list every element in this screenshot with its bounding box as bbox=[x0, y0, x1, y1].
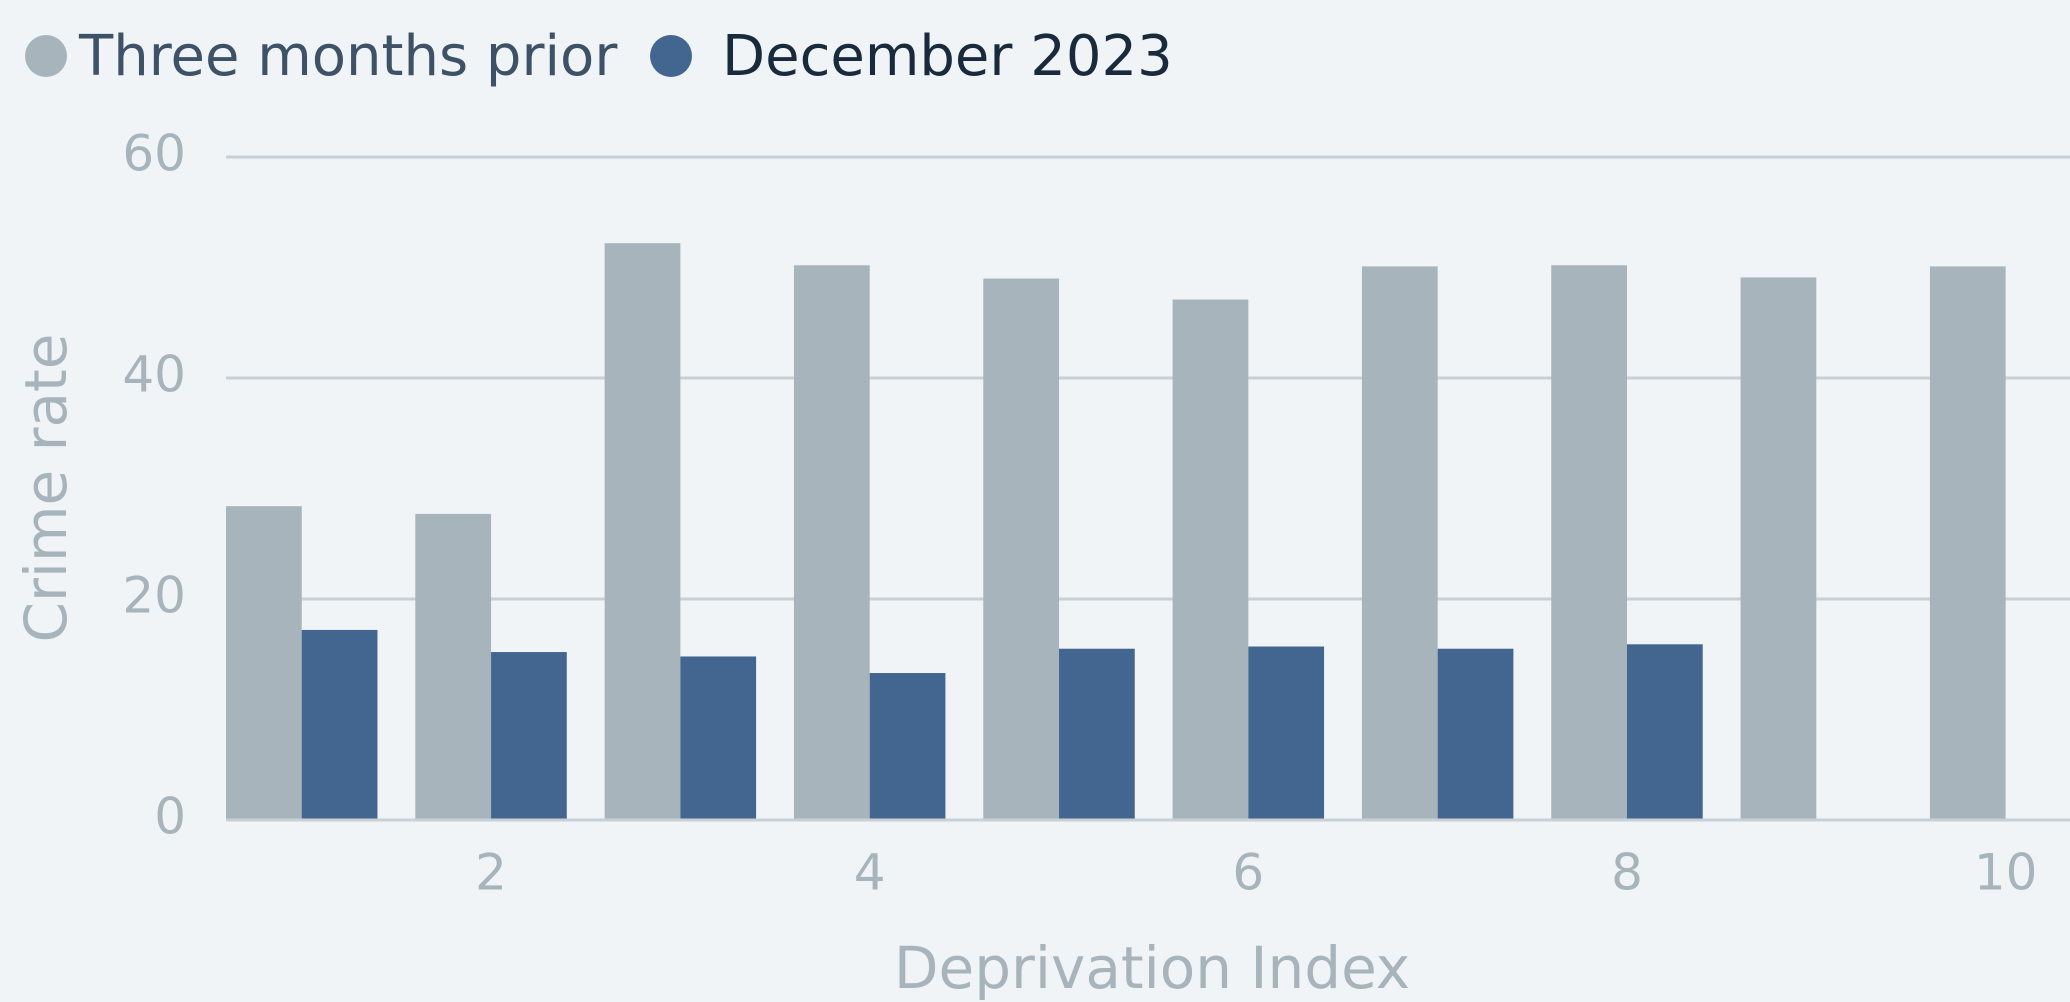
bar bbox=[793, 265, 870, 820]
y-tick-label: 0 bbox=[154, 788, 186, 846]
bar bbox=[1059, 648, 1135, 820]
bar bbox=[1626, 644, 1703, 820]
bar bbox=[491, 652, 567, 820]
legend-label: Three months prior bbox=[78, 24, 618, 89]
x-tick-label: 4 bbox=[854, 844, 886, 902]
bar bbox=[1740, 277, 1817, 820]
legend-marker bbox=[25, 35, 67, 77]
bar bbox=[415, 513, 492, 820]
bar bbox=[1172, 299, 1249, 820]
bar bbox=[1248, 646, 1325, 820]
x-tick-label: 2 bbox=[475, 844, 507, 902]
x-axis-label: Deprivation Index bbox=[894, 934, 1410, 1002]
bar bbox=[226, 506, 302, 820]
bar bbox=[1551, 265, 1627, 820]
bar bbox=[1437, 648, 1514, 820]
bar bbox=[680, 656, 757, 820]
bar bbox=[604, 243, 681, 820]
bar bbox=[983, 278, 1060, 820]
bar bbox=[1929, 266, 2006, 820]
bar bbox=[1361, 266, 1438, 820]
x-tick-label: 10 bbox=[1974, 844, 2038, 902]
legend-label: December 2023 bbox=[722, 24, 1173, 89]
bar bbox=[301, 629, 378, 820]
legend-marker bbox=[650, 35, 692, 77]
bar bbox=[869, 673, 946, 820]
x-tick-label: 8 bbox=[1611, 844, 1643, 902]
y-tick-label: 20 bbox=[122, 567, 186, 625]
y-axis-label: Crime rate bbox=[12, 334, 80, 643]
y-tick-label: 60 bbox=[122, 125, 186, 183]
y-tick-label: 40 bbox=[122, 346, 186, 404]
x-tick-label: 6 bbox=[1232, 844, 1264, 902]
